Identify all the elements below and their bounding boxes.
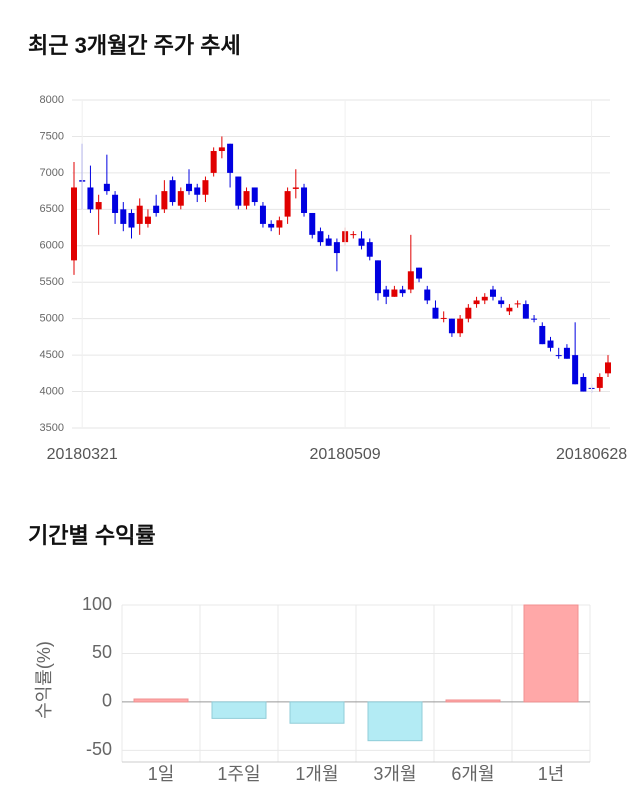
bar <box>133 698 189 703</box>
candle-body <box>243 191 250 206</box>
candle-body <box>317 231 324 243</box>
y-axis-label: 수익률(%) <box>34 641 54 719</box>
candle-body <box>465 307 472 319</box>
candle-body <box>71 187 77 261</box>
candle-body <box>251 187 258 203</box>
candle-body <box>572 355 579 385</box>
candle-body <box>87 187 94 210</box>
candle-body <box>276 220 283 228</box>
chart-title: 최근 3개월간 주가 추세 <box>28 33 241 58</box>
x-tick-label: 6개월 <box>451 764 494 784</box>
y-tick-label: 3500 <box>40 422 64 434</box>
candle-body <box>202 180 209 195</box>
candle-body <box>374 260 381 294</box>
candle-body <box>563 347 570 359</box>
candle-body <box>95 202 102 210</box>
y-tick-label: 8000 <box>40 94 64 106</box>
candle-body <box>531 318 538 320</box>
candle-body <box>210 151 217 173</box>
y-tick-label: 50 <box>92 642 112 662</box>
candle-body <box>448 318 455 334</box>
candle-body <box>440 317 447 319</box>
candle-body <box>407 271 414 290</box>
candle-body <box>259 205 266 224</box>
candle-body <box>580 376 587 392</box>
bar <box>211 701 267 719</box>
candle-body <box>112 194 119 213</box>
candle-body <box>358 238 365 246</box>
y-tick-label: 5000 <box>40 313 64 325</box>
x-tick-label: 1년 <box>538 764 565 784</box>
candle-body <box>383 289 390 297</box>
candle-body <box>136 205 143 224</box>
x-tick-label: 20180509 <box>310 446 381 463</box>
y-tick-label: 5500 <box>40 276 64 288</box>
candle-body <box>506 307 513 312</box>
y-tick-label: 7500 <box>40 130 64 142</box>
candle-body <box>605 362 611 374</box>
candle-body <box>547 340 554 348</box>
candle-body <box>194 187 201 195</box>
x-tick-label: 20180628 <box>556 446 627 463</box>
candle-body <box>153 205 160 213</box>
candle-body <box>481 296 488 301</box>
candle-body <box>539 325 546 345</box>
candle-body <box>128 212 135 228</box>
candle-body <box>522 304 529 319</box>
candle-body <box>218 147 225 152</box>
candle-body <box>366 242 373 257</box>
candle-body <box>555 355 562 357</box>
candle-body <box>120 209 127 224</box>
candle-body <box>424 289 431 301</box>
candle-body <box>416 267 423 279</box>
candle-body <box>161 191 168 210</box>
bar <box>445 699 501 703</box>
candle-body <box>514 303 521 305</box>
candle-body <box>498 300 505 305</box>
candle-body <box>292 187 299 189</box>
y-tick-label: 4500 <box>40 349 64 361</box>
y-tick-label: 100 <box>82 594 112 614</box>
bar <box>367 701 423 742</box>
candle-body <box>391 289 398 297</box>
y-tick-label: 7000 <box>40 167 64 179</box>
candle-body <box>350 234 357 236</box>
y-tick-label: 4000 <box>40 385 64 397</box>
candle-body <box>227 143 234 173</box>
y-tick-label: 0 <box>102 691 112 711</box>
candle-body <box>432 307 439 319</box>
candle-body <box>144 216 151 224</box>
x-tick-label: 1개월 <box>295 764 338 784</box>
candle-body <box>284 191 291 217</box>
y-tick-label: -50 <box>86 739 112 759</box>
candle-body <box>309 212 316 235</box>
candle-body <box>489 289 496 297</box>
candle-body <box>301 187 308 213</box>
candle-body <box>186 183 193 192</box>
candle-body <box>103 183 110 192</box>
candle-body <box>268 223 275 228</box>
chart-title: 기간별 수익률 <box>28 523 156 548</box>
candle-body <box>473 300 480 305</box>
candle-body <box>169 180 176 203</box>
candle-body <box>235 176 242 206</box>
x-tick-label: 1주일 <box>217 764 260 784</box>
candle-body <box>596 376 603 388</box>
candle-body <box>325 238 332 246</box>
y-tick-label: 6500 <box>40 203 64 215</box>
bar <box>523 604 579 703</box>
x-tick-label: 20180321 <box>47 446 118 463</box>
bar <box>289 701 345 724</box>
candle-body <box>177 191 184 206</box>
x-tick-label: 3개월 <box>373 764 416 784</box>
y-tick-label: 6000 <box>40 240 64 252</box>
x-tick-label: 1일 <box>148 764 175 784</box>
candle-body <box>457 318 464 334</box>
candle-body <box>399 289 406 294</box>
candle-body <box>333 242 340 254</box>
